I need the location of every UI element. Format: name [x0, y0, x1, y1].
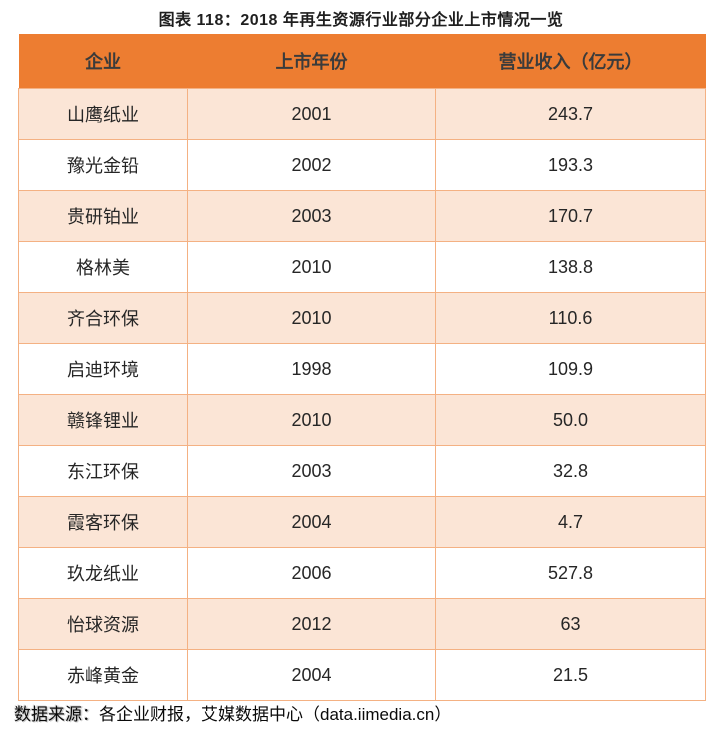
table-row: 赣锋锂业 2010 50.0 [18, 394, 706, 446]
cell-listing-year: 2001 [187, 88, 436, 140]
source-note: 数据来源：各企业财报，艾媒数据中心（data.iimedia.cn） [14, 700, 451, 725]
table-row: 格林美 2010 138.8 [18, 241, 706, 293]
cell-listing-year: 2010 [187, 394, 436, 446]
table-row: 贵研铂业 2003 170.7 [18, 190, 706, 242]
cell-listing-year: 2002 [187, 139, 436, 191]
cell-company: 霞客环保 [18, 496, 188, 548]
cell-company: 启迪环境 [18, 343, 188, 395]
cell-company: 怡球资源 [18, 598, 188, 650]
table-row: 启迪环境 1998 109.9 [18, 343, 706, 395]
cell-revenue: 110.6 [435, 292, 706, 344]
table-row: 怡球资源 2012 63 [18, 598, 706, 650]
table-body: 山鹰纸业 2001 243.7 豫光金铅 2002 193.3 贵研铂业 2003 170.7 格… [18, 88, 706, 701]
cell-revenue: 4.7 [435, 496, 706, 548]
column-header-listing-year: 上市年份 [187, 34, 436, 89]
cell-revenue: 193.3 [435, 139, 706, 191]
cell-company: 东江环保 [18, 445, 188, 497]
cell-company: 赣锋锂业 [18, 394, 188, 446]
cell-company: 格林美 [18, 241, 188, 293]
table-row: 山鹰纸业 2001 243.7 [18, 88, 706, 140]
company-listing-table: 企业 上市年份 营业收入（亿元） 山鹰纸业 2001 243.7 豫光金铅 2002 19… [18, 34, 706, 701]
cell-revenue: 63 [435, 598, 706, 650]
table-row: 豫光金铅 2002 193.3 [18, 139, 706, 191]
cell-revenue: 527.8 [435, 547, 706, 599]
table-header: 企业 上市年份 营业收入（亿元） [18, 34, 706, 89]
table-row: 霞客环保 2004 4.7 [18, 496, 706, 548]
cell-company: 豫光金铅 [18, 139, 188, 191]
cell-revenue: 21.5 [435, 649, 706, 701]
table-row: 玖龙纸业 2006 527.8 [18, 547, 706, 599]
source-label: 数据来源： [14, 705, 99, 724]
table-row: 东江环保 2003 32.8 [18, 445, 706, 497]
cell-revenue: 50.0 [435, 394, 706, 446]
cell-revenue: 170.7 [435, 190, 706, 242]
cell-listing-year: 2006 [187, 547, 436, 599]
cell-company: 赤峰黄金 [18, 649, 188, 701]
column-header-revenue: 营业收入（亿元） [435, 34, 706, 89]
column-header-company: 企业 [18, 34, 188, 89]
cell-revenue: 138.8 [435, 241, 706, 293]
cell-listing-year: 2003 [187, 190, 436, 242]
cell-revenue: 243.7 [435, 88, 706, 140]
cell-listing-year: 2010 [187, 292, 436, 344]
cell-listing-year: 2004 [187, 649, 436, 701]
cell-listing-year: 2004 [187, 496, 436, 548]
cell-listing-year: 2010 [187, 241, 436, 293]
cell-listing-year: 2012 [187, 598, 436, 650]
cell-listing-year: 1998 [187, 343, 436, 395]
source-text: 各企业财报，艾媒数据中心（data.iimedia.cn） [99, 705, 452, 724]
cell-revenue: 109.9 [435, 343, 706, 395]
table-row: 齐合环保 2010 110.6 [18, 292, 706, 344]
cell-company: 玖龙纸业 [18, 547, 188, 599]
table-row: 赤峰黄金 2004 21.5 [18, 649, 706, 701]
header-row: 企业 上市年份 营业收入（亿元） [18, 34, 706, 89]
cell-revenue: 32.8 [435, 445, 706, 497]
cell-listing-year: 2003 [187, 445, 436, 497]
cell-company: 山鹰纸业 [18, 88, 188, 140]
cell-company: 齐合环保 [18, 292, 188, 344]
figure-title: 图表 118：2018 年再生资源行业部分企业上市情况一览 [158, 12, 564, 29]
cell-company: 贵研铂业 [18, 190, 188, 242]
